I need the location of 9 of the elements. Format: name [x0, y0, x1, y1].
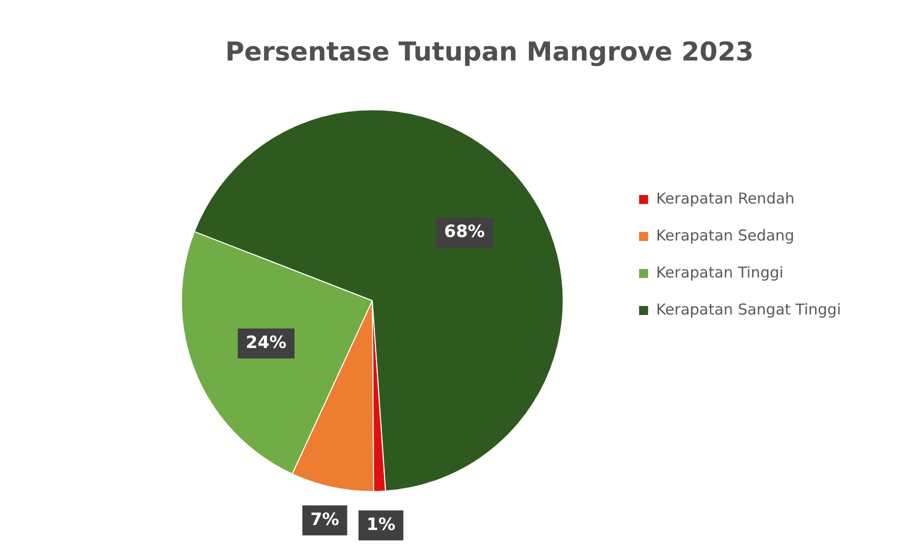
legend-label: Kerapatan Rendah [656, 189, 795, 208]
legend-label: Kerapatan Sangat Tinggi [656, 300, 842, 318]
data-label: 7% [310, 510, 340, 530]
chart-title: Persentase Tutupan Mangrove 2023 [225, 37, 754, 68]
legend-label: Kerapatan Sedang [656, 226, 794, 244]
data-label: 68% [444, 222, 485, 242]
legend-label: Kerapatan Tinggi [656, 263, 784, 282]
data-label: 24% [246, 332, 286, 353]
data-label: 1% [366, 514, 396, 535]
